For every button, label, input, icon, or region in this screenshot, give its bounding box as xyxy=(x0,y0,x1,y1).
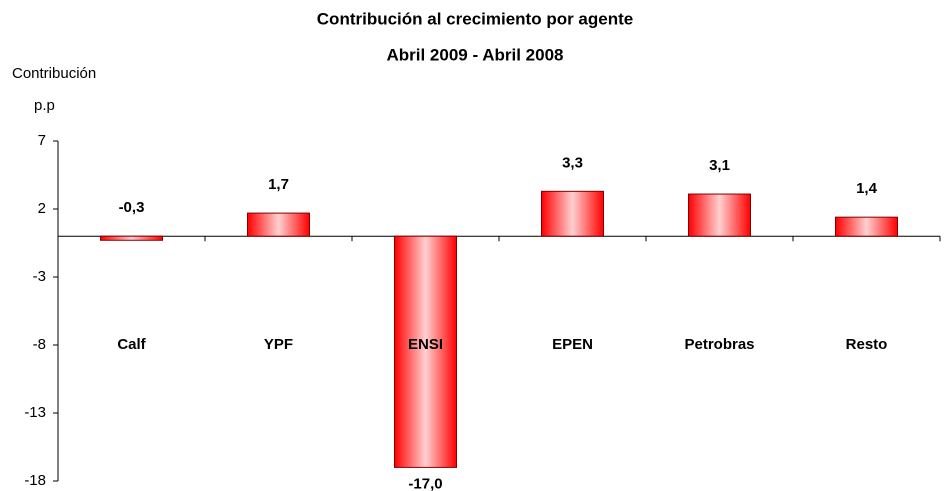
x-tick-label: Petrobras xyxy=(684,336,754,353)
y-tick-label: 7 xyxy=(38,132,46,149)
x-tick-label: ENSI xyxy=(408,336,443,353)
chart-subtitle: Abril 2009 - Abril 2008 xyxy=(386,45,563,64)
x-tick-label: YPF xyxy=(264,336,293,353)
bar xyxy=(394,235,457,468)
x-tick-label: Calf xyxy=(117,336,146,353)
y-tick-label: 2 xyxy=(38,200,46,217)
y-axis-unit: p.p xyxy=(34,97,55,114)
bar xyxy=(835,216,898,237)
y-tick-label: -13 xyxy=(24,404,46,421)
value-label: -0,3 xyxy=(119,199,145,216)
y-axis-label: Contribución xyxy=(12,65,96,82)
x-tick-label: Resto xyxy=(846,336,888,353)
y-tick-label: -8 xyxy=(33,336,46,353)
y-tick-label: -3 xyxy=(33,268,46,285)
value-label: 1,4 xyxy=(856,180,878,197)
bar xyxy=(688,193,751,237)
bar xyxy=(100,235,163,241)
bar xyxy=(541,190,604,237)
chart-title: Contribución al crecimiento por agente xyxy=(317,9,633,28)
value-label: 3,3 xyxy=(562,154,583,171)
value-label: -17,0 xyxy=(408,475,442,491)
value-label: 3,1 xyxy=(709,157,730,174)
value-label: 1,7 xyxy=(268,176,289,193)
y-tick-label: -18 xyxy=(24,472,46,489)
bar xyxy=(247,212,310,237)
x-tick-label: EPEN xyxy=(552,336,593,353)
